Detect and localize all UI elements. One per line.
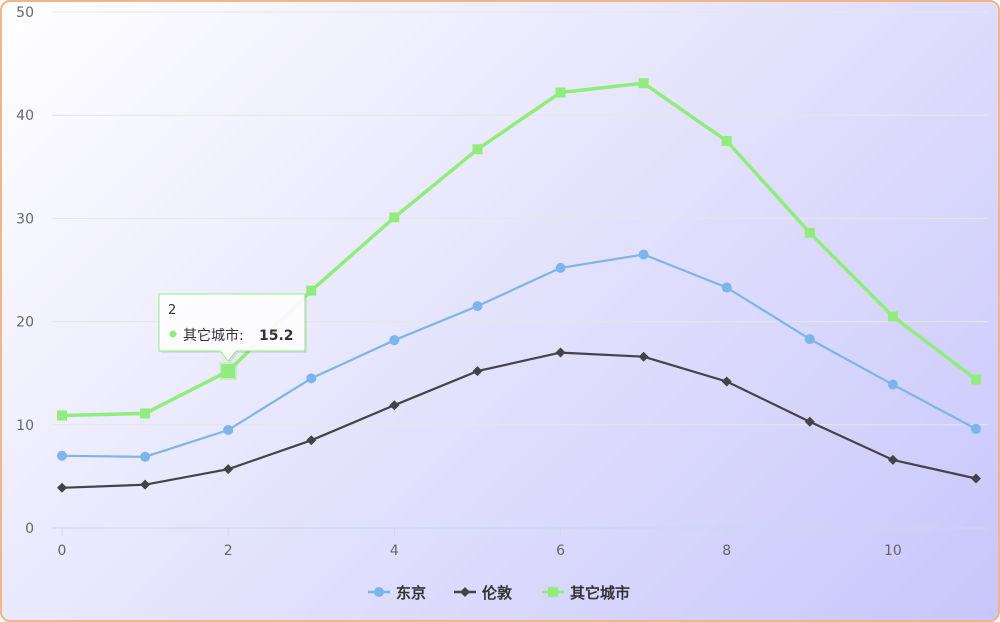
series-line [61, 351, 977, 489]
data-point [887, 454, 898, 465]
x-tick-label: 4 [390, 543, 399, 559]
data-point [140, 451, 151, 462]
data-point [389, 400, 400, 411]
data-point [306, 373, 317, 384]
legend-item[interactable]: 伦敦 [454, 584, 513, 602]
data-point [57, 482, 67, 493]
tooltip-series-dot [169, 330, 177, 338]
x-tick-label: 10 [884, 543, 902, 559]
data-point [721, 376, 732, 387]
y-tick-label: 50 [16, 5, 34, 21]
data-point [887, 379, 898, 390]
data-point [638, 78, 649, 89]
tooltip-x-label: 2 [168, 303, 176, 318]
data-point [140, 479, 151, 490]
legend-item[interactable]: 其它城市 [542, 584, 630, 602]
legend-label: 伦敦 [482, 584, 513, 602]
legend: 东京 伦敦 其它城市 [368, 584, 630, 602]
data-point [804, 227, 815, 238]
data-point [555, 347, 566, 358]
tooltip-box: 2 其它城市: 15.2 [158, 293, 307, 363]
data-point [306, 285, 317, 296]
data-point [638, 249, 649, 260]
series-3 [57, 78, 981, 421]
data-point [221, 364, 236, 379]
series-layer [57, 78, 981, 493]
series-2 [57, 347, 981, 493]
tooltip-background [158, 293, 306, 362]
legend-label: 其它城市 [570, 584, 630, 602]
y-tick-label: 30 [16, 211, 34, 227]
data-point [721, 136, 732, 146]
x-tick-label: 2 [224, 543, 233, 559]
data-point [555, 87, 566, 98]
x-tick-label: 0 [58, 543, 67, 559]
data-point [223, 424, 234, 435]
data-point [472, 301, 483, 312]
legend-marker [548, 587, 558, 597]
legend-marker [374, 587, 384, 597]
axes: 0 10 20 30 40 50 0 2 4 6 8 10 [16, 5, 988, 559]
data-point [389, 212, 400, 223]
x-tick-label: 6 [556, 543, 565, 559]
data-point [472, 366, 483, 377]
y-tick-label: 20 [16, 315, 34, 331]
tooltip: 2 其它城市: 15.2 [158, 293, 307, 363]
data-point [804, 416, 815, 427]
data-point [306, 435, 317, 446]
tooltip-value: 15.2 [259, 328, 294, 344]
data-point [971, 473, 981, 484]
data-point [472, 144, 483, 155]
data-point [887, 311, 898, 322]
x-tick-label: 8 [722, 543, 731, 559]
data-point [223, 464, 234, 475]
data-point [971, 374, 981, 385]
series-line [61, 253, 977, 458]
legend-marker [460, 587, 470, 597]
data-point [389, 335, 400, 346]
series-line [61, 81, 978, 418]
legend-item[interactable]: 东京 [368, 584, 426, 602]
data-point [57, 410, 67, 421]
tooltip-series-name: 其它城市: [183, 327, 244, 344]
data-point [555, 262, 566, 273]
data-point [721, 282, 732, 293]
data-point [971, 423, 981, 434]
legend-label: 东京 [396, 584, 426, 602]
y-tick-label: 0 [25, 521, 34, 537]
data-point [638, 351, 649, 362]
data-point [140, 408, 151, 419]
data-point [804, 334, 815, 345]
y-tick-label: 10 [16, 418, 34, 434]
y-tick-label: 40 [16, 108, 34, 124]
data-point [57, 450, 67, 461]
grid-lines [52, 11, 988, 426]
series-1 [57, 249, 981, 462]
